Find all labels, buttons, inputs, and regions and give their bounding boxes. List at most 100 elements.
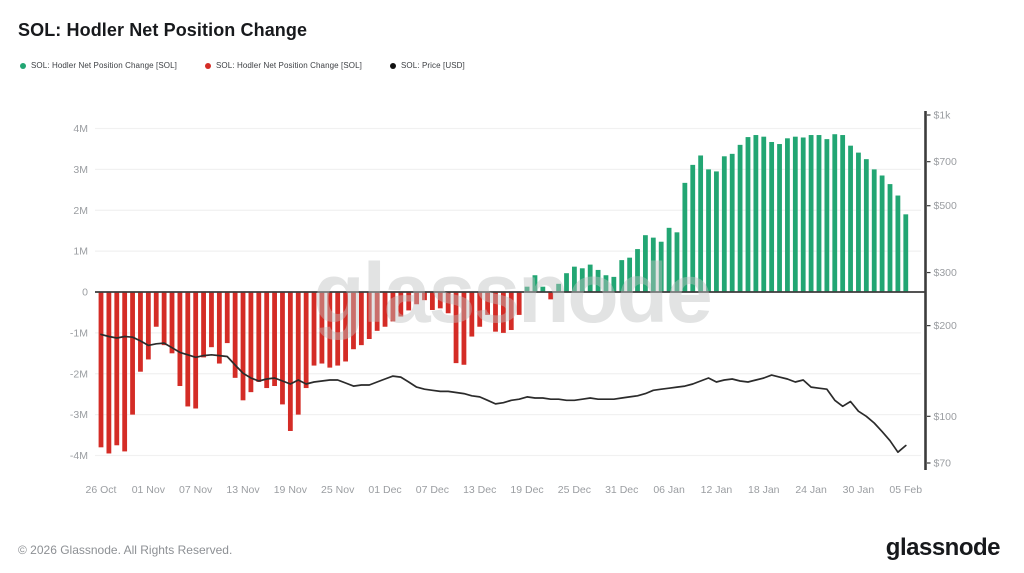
bar[interactable] [714, 171, 719, 292]
bar[interactable] [808, 135, 814, 292]
bar[interactable] [106, 292, 112, 454]
bar[interactable] [232, 292, 238, 378]
bar[interactable] [114, 292, 120, 446]
bar[interactable] [311, 292, 317, 366]
bar[interactable] [351, 292, 356, 350]
bar[interactable] [398, 292, 404, 317]
bar[interactable] [453, 292, 459, 364]
bar[interactable] [572, 266, 577, 292]
bar[interactable] [161, 292, 167, 346]
bar[interactable] [422, 292, 427, 301]
price-line[interactable] [100, 333, 907, 454]
bar[interactable] [469, 292, 475, 337]
bar[interactable] [185, 292, 191, 407]
bar[interactable] [627, 257, 633, 292]
bar[interactable] [682, 182, 688, 292]
bar[interactable] [532, 275, 538, 292]
bar[interactable] [737, 144, 743, 292]
bar[interactable] [840, 135, 846, 292]
bar[interactable] [224, 292, 230, 344]
bar[interactable] [264, 292, 270, 389]
bar[interactable] [493, 292, 498, 332]
bar[interactable] [753, 135, 759, 292]
bar[interactable] [319, 292, 325, 364]
bar[interactable] [540, 286, 546, 292]
bar[interactable] [690, 164, 696, 292]
bar[interactable] [524, 286, 530, 292]
bar[interactable] [145, 292, 151, 360]
bar[interactable] [745, 137, 751, 292]
bar[interactable] [863, 159, 869, 292]
bar[interactable] [769, 141, 775, 292]
bar[interactable] [390, 292, 396, 322]
bar[interactable] [272, 292, 277, 387]
bar[interactable] [382, 292, 388, 327]
bar[interactable] [785, 138, 790, 292]
bar[interactable] [729, 153, 735, 292]
bar[interactable] [366, 292, 372, 340]
legend-item-hodler-positive[interactable]: SOL: Hodler Net Position Change [SOL] [20, 61, 177, 70]
bar[interactable] [414, 292, 419, 305]
bar[interactable] [477, 292, 483, 327]
bar[interactable] [516, 292, 522, 315]
bar[interactable] [169, 292, 175, 354]
bar[interactable] [824, 139, 830, 292]
bar[interactable] [650, 237, 656, 292]
bar[interactable] [777, 144, 782, 292]
bar[interactable] [461, 292, 467, 365]
bar[interactable] [209, 292, 214, 348]
bar[interactable] [800, 137, 806, 292]
bar[interactable] [508, 292, 514, 331]
bar[interactable] [848, 145, 853, 292]
bar[interactable] [816, 135, 822, 292]
bar[interactable] [122, 292, 128, 452]
bar[interactable] [674, 232, 680, 292]
bar[interactable] [343, 292, 348, 362]
bar[interactable] [666, 227, 672, 292]
bar[interactable] [153, 292, 159, 327]
bar[interactable] [201, 292, 206, 358]
bar[interactable] [295, 292, 301, 415]
bar[interactable] [556, 283, 562, 292]
bar[interactable] [193, 292, 199, 409]
bar[interactable] [887, 184, 893, 292]
bar[interactable] [130, 292, 135, 415]
bar[interactable] [216, 292, 222, 364]
bar[interactable] [98, 292, 104, 448]
bar[interactable] [548, 292, 554, 300]
bar[interactable] [856, 152, 861, 292]
bar[interactable] [643, 235, 648, 292]
bar[interactable] [500, 292, 506, 333]
legend-item-hodler-negative[interactable]: SOL: Hodler Net Position Change [SOL] [205, 61, 362, 70]
bar[interactable] [635, 249, 640, 292]
bar[interactable] [256, 292, 262, 382]
bar[interactable] [587, 264, 593, 292]
bar[interactable] [871, 169, 877, 292]
bar[interactable] [903, 214, 909, 292]
bar[interactable] [240, 292, 246, 401]
bar[interactable] [248, 292, 254, 393]
bar[interactable] [177, 292, 183, 387]
bar[interactable] [485, 292, 491, 315]
bar[interactable] [358, 292, 364, 346]
bar[interactable] [374, 292, 380, 331]
bar[interactable] [603, 275, 609, 292]
legend-item-price[interactable]: SOL: Price [USD] [390, 61, 465, 70]
bar[interactable] [335, 292, 341, 366]
bar[interactable] [327, 292, 333, 368]
bar[interactable] [579, 268, 585, 292]
bar[interactable] [706, 169, 711, 292]
bar[interactable] [792, 136, 798, 292]
bar[interactable] [406, 292, 412, 311]
bar[interactable] [138, 292, 143, 372]
bar[interactable] [564, 273, 569, 292]
bar[interactable] [287, 292, 293, 431]
bar[interactable] [280, 292, 285, 405]
bar[interactable] [445, 292, 451, 314]
bar[interactable] [895, 195, 901, 292]
bar[interactable] [611, 276, 617, 292]
bar[interactable] [721, 156, 727, 292]
bar[interactable] [879, 175, 885, 292]
